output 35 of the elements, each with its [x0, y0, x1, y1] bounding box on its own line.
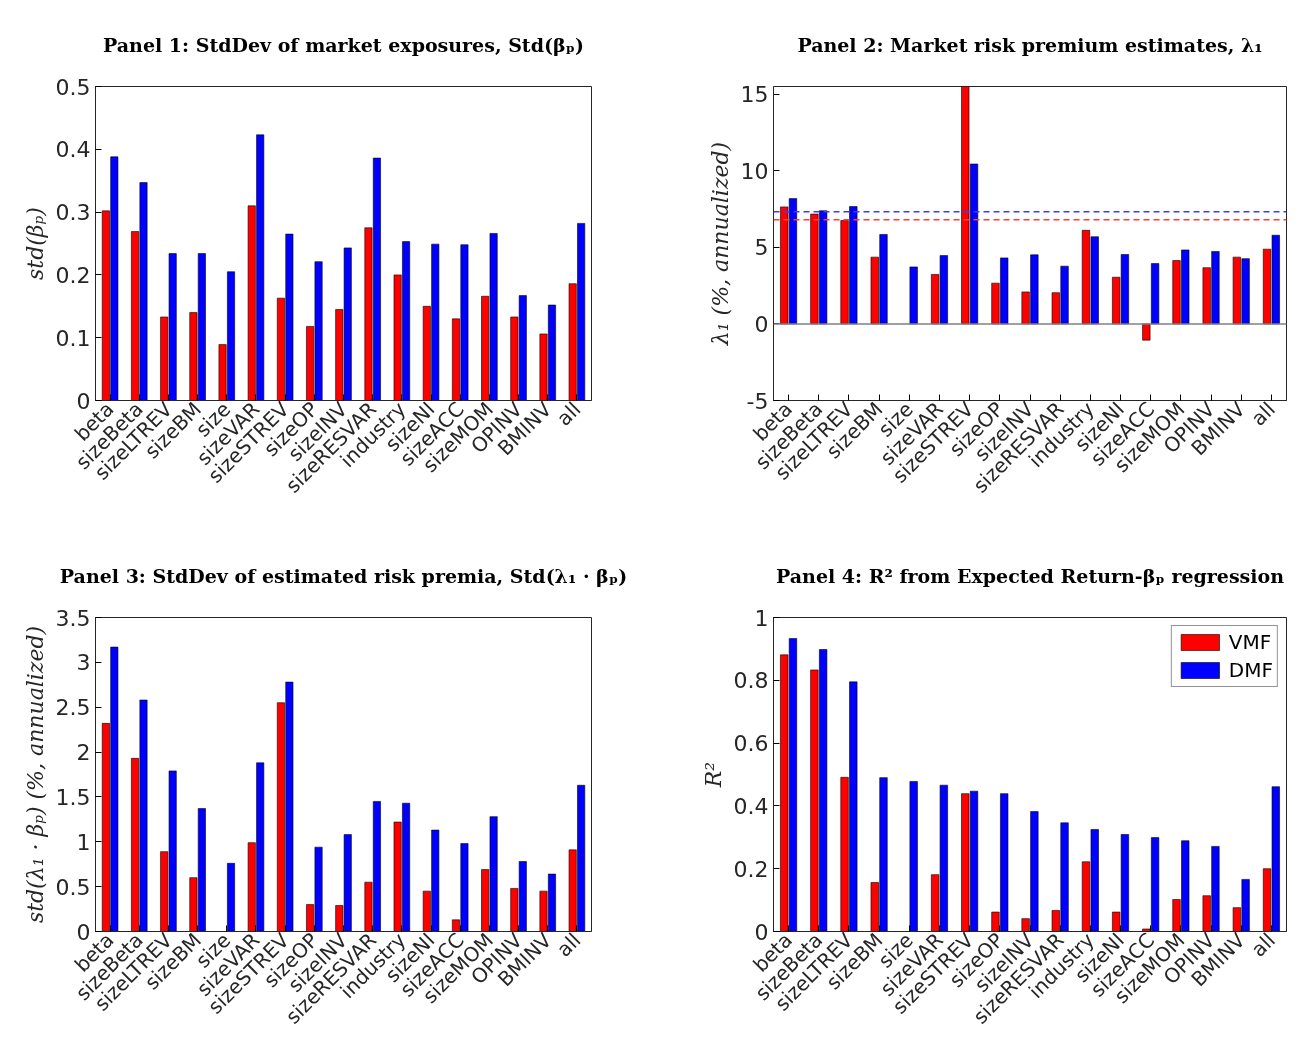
chart-title: Panel 4: R² from Expected Return-βₚ regression	[776, 564, 1285, 587]
y-axis-title: R²	[700, 761, 726, 789]
y-tick-label: 0.3	[55, 200, 91, 226]
x-tick-label: all	[551, 928, 586, 962]
y-tick-label: 3	[76, 650, 91, 676]
y-tick-label: 2	[76, 740, 91, 766]
x-tick-label: all	[1246, 928, 1280, 962]
y-tick-label: 0.4	[55, 137, 91, 163]
y-tick-label: 15	[740, 82, 769, 108]
y-tick-label: 0.5	[55, 874, 91, 900]
legend-label: DMF	[1228, 658, 1273, 682]
y-axis-title: λ₁ (%, annualized)	[707, 141, 733, 347]
y-tick-label: 0.4	[733, 793, 769, 819]
y-tick-label: 2.5	[55, 695, 91, 721]
x-tick-label: all	[551, 397, 586, 431]
y-tick-label: 0.2	[733, 856, 769, 882]
y-tick-label: 3.5	[55, 605, 91, 631]
y-tick-label: 1	[76, 829, 91, 855]
y-tick-label: 0.2	[55, 262, 91, 288]
y-tick-label: 1	[754, 605, 769, 631]
y-tick-label: 0	[754, 311, 769, 337]
y-tick-label: 1.5	[55, 784, 91, 810]
y-axis-title: std(λ₁ · βₚ) (%, annualized)	[22, 625, 48, 924]
y-tick-label: 0.1	[55, 325, 91, 351]
chart-title: Panel 3: StdDev of estimated risk premia, Std(λ₁ · βₚ)	[59, 564, 628, 587]
y-tick-label: 0.5	[55, 74, 91, 100]
legend-label: VMF	[1228, 630, 1272, 654]
y-tick-label: 5	[754, 235, 769, 261]
y-tick-label: 10	[740, 158, 769, 184]
y-tick-label: 0.8	[733, 668, 769, 694]
chart-title: Panel 2: Market risk premium estimates, λ₁	[797, 33, 1263, 56]
x-tick-label: all	[1246, 397, 1280, 431]
y-axis-title: std(βₚ)	[22, 207, 48, 280]
y-tick-label: 0.6	[733, 731, 769, 757]
chart-title: Panel 1: StdDev of market exposures, Std(βₚ)	[103, 33, 584, 56]
